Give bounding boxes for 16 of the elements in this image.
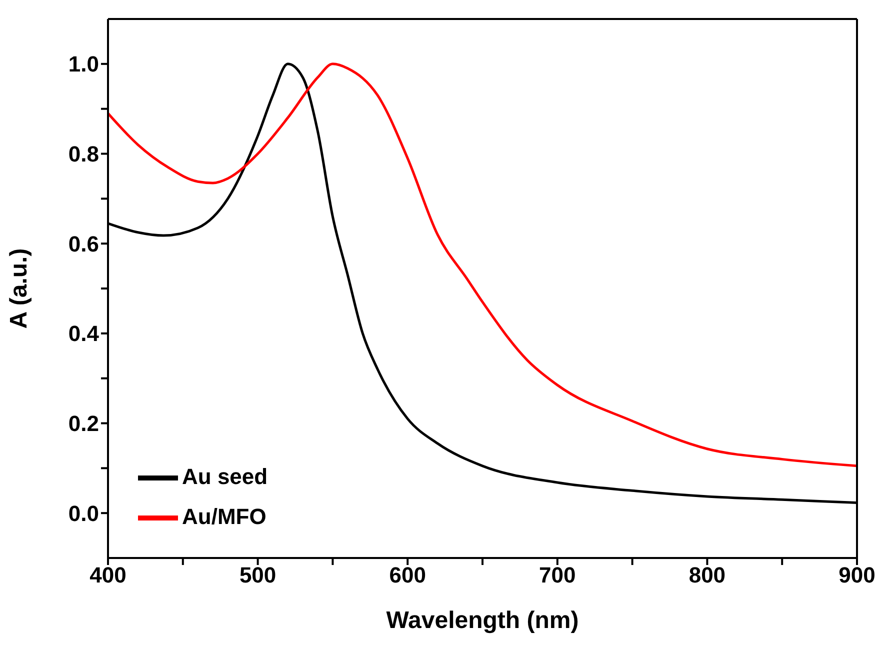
y-tick-label: 0.6: [68, 231, 99, 256]
x-axis-title: Wavelength (nm): [386, 607, 579, 634]
x-tick-label: 400: [90, 562, 126, 588]
y-tick-label: 0.2: [68, 411, 99, 436]
y-tick-label: 1.0: [68, 52, 99, 77]
y-axis-title: A (a.u.): [6, 248, 33, 329]
x-tick-label: 700: [539, 562, 576, 588]
x-tick-label: 800: [688, 562, 726, 588]
x-tick-label: 600: [389, 562, 426, 588]
x-tick-label: 500: [239, 562, 276, 588]
y-tick-label: 0.8: [68, 142, 99, 167]
y-tick-label: 0.4: [68, 321, 100, 346]
legend-label: Au/MFO: [182, 504, 266, 529]
x-tick-label: 900: [838, 562, 876, 588]
legend-label: Au seed: [182, 464, 268, 489]
y-tick-label: 0.0: [68, 500, 99, 526]
